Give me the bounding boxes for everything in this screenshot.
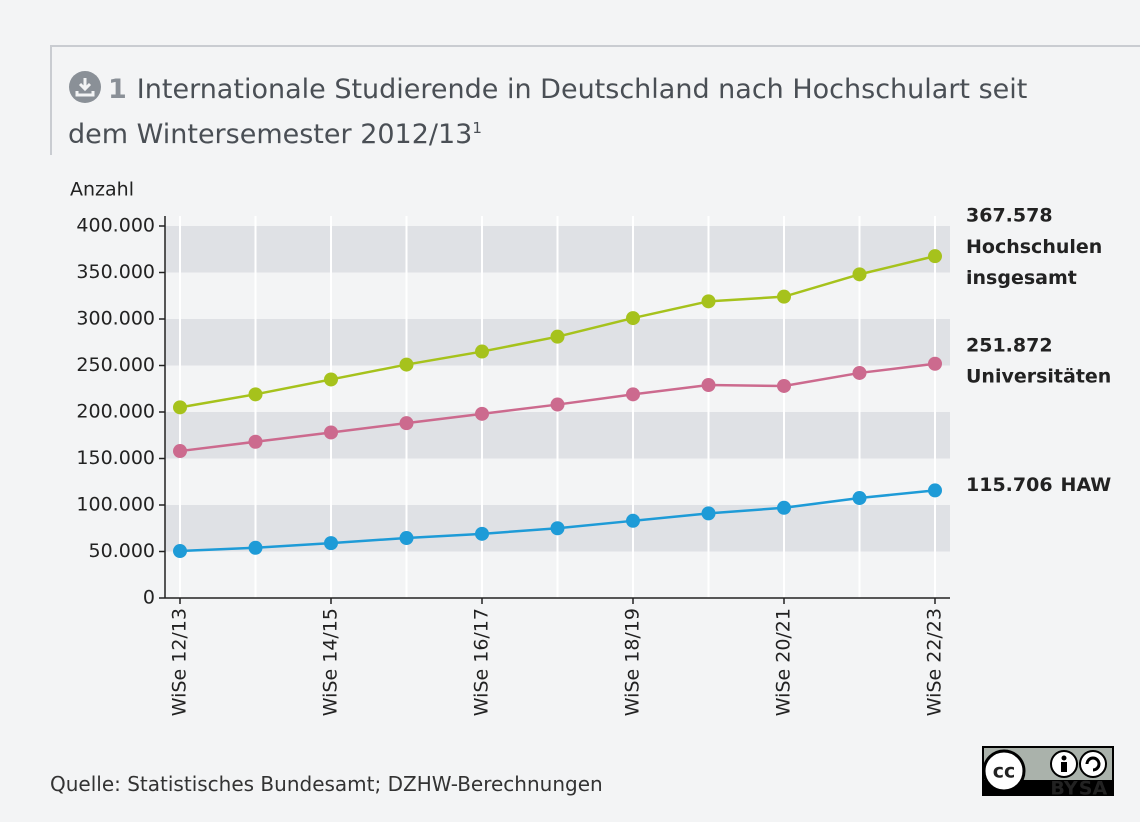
value-label: 367.578 bbox=[966, 205, 1053, 227]
point bbox=[475, 526, 489, 541]
title-footnote: 1 bbox=[472, 119, 482, 137]
point bbox=[173, 544, 187, 559]
point bbox=[852, 491, 867, 506]
point bbox=[550, 521, 565, 536]
point bbox=[173, 400, 187, 415]
point bbox=[626, 513, 640, 528]
y-tick-label: 0 bbox=[143, 587, 155, 609]
y-tick-label: 350.000 bbox=[76, 261, 155, 283]
point bbox=[248, 387, 263, 402]
point bbox=[324, 425, 338, 440]
series-label-line: insgesamt bbox=[966, 267, 1077, 289]
point bbox=[399, 357, 414, 372]
sa-text: SA bbox=[1079, 778, 1108, 797]
y-tick-label: 150.000 bbox=[76, 447, 155, 469]
point bbox=[928, 249, 942, 264]
value-label: 251.872 bbox=[966, 334, 1053, 356]
point bbox=[626, 387, 640, 402]
x-tick-label: WiSe 18/19 bbox=[622, 608, 644, 716]
point bbox=[248, 540, 263, 555]
series-label: Hochschulen insgesamt bbox=[966, 236, 1102, 289]
point bbox=[777, 378, 791, 393]
header-frame bbox=[50, 45, 1140, 155]
point bbox=[701, 294, 716, 309]
point bbox=[852, 365, 867, 380]
y-tick-label: 100.000 bbox=[76, 494, 155, 516]
y-tick-label: 50.000 bbox=[89, 540, 155, 562]
figure-number: 1 bbox=[108, 74, 127, 105]
point bbox=[852, 267, 867, 282]
x-tick-label: WiSe 22/23 bbox=[924, 608, 946, 716]
series-label: Universitäten bbox=[966, 365, 1111, 387]
cc-text: cc bbox=[993, 761, 1016, 783]
point bbox=[777, 289, 791, 304]
value-label: 115.706 bbox=[966, 474, 1053, 496]
point bbox=[248, 434, 263, 449]
point bbox=[928, 483, 942, 498]
y-tick-label: 200.000 bbox=[76, 401, 155, 423]
x-tick-label: WiSe 16/17 bbox=[471, 608, 493, 716]
point bbox=[399, 531, 414, 546]
y-axis-label: Anzahl bbox=[70, 179, 134, 201]
x-tick-label: WiSe 20/21 bbox=[773, 608, 795, 716]
point bbox=[324, 536, 338, 551]
point bbox=[928, 356, 942, 371]
point bbox=[626, 311, 640, 326]
point bbox=[324, 372, 338, 387]
y-tick-label: 400.000 bbox=[76, 215, 155, 237]
point bbox=[399, 416, 414, 431]
source: Quelle: Statistisches Bundesamt; DZHW-Be… bbox=[50, 772, 603, 796]
download-icon[interactable] bbox=[68, 70, 102, 104]
x-tick-label: WiSe 14/15 bbox=[320, 608, 342, 716]
by-text: BY bbox=[1050, 778, 1077, 797]
chart: Anzahl 0 50.000 100.000 150.000 200.000 250.0… bbox=[70, 179, 1112, 717]
point bbox=[550, 397, 565, 412]
series-label: HAW bbox=[1061, 474, 1112, 496]
x-tick-label: WiSe 12/13 bbox=[169, 608, 191, 716]
point bbox=[475, 344, 489, 359]
point bbox=[550, 329, 565, 344]
y-tick-label: 250.000 bbox=[76, 354, 155, 376]
series-label-line: Hochschulen bbox=[966, 236, 1102, 258]
chart-title: Internationale Studierende in Deutschlan… bbox=[68, 74, 1028, 150]
point bbox=[475, 406, 489, 421]
y-tick-label: 300.000 bbox=[76, 308, 155, 330]
license-badge[interactable]: cc BY SA bbox=[982, 746, 1114, 796]
point bbox=[701, 378, 716, 393]
point bbox=[173, 444, 187, 459]
point bbox=[701, 506, 716, 521]
header: 1 Internationale Studierende in Deutschla… bbox=[68, 70, 1068, 154]
point bbox=[777, 500, 791, 515]
